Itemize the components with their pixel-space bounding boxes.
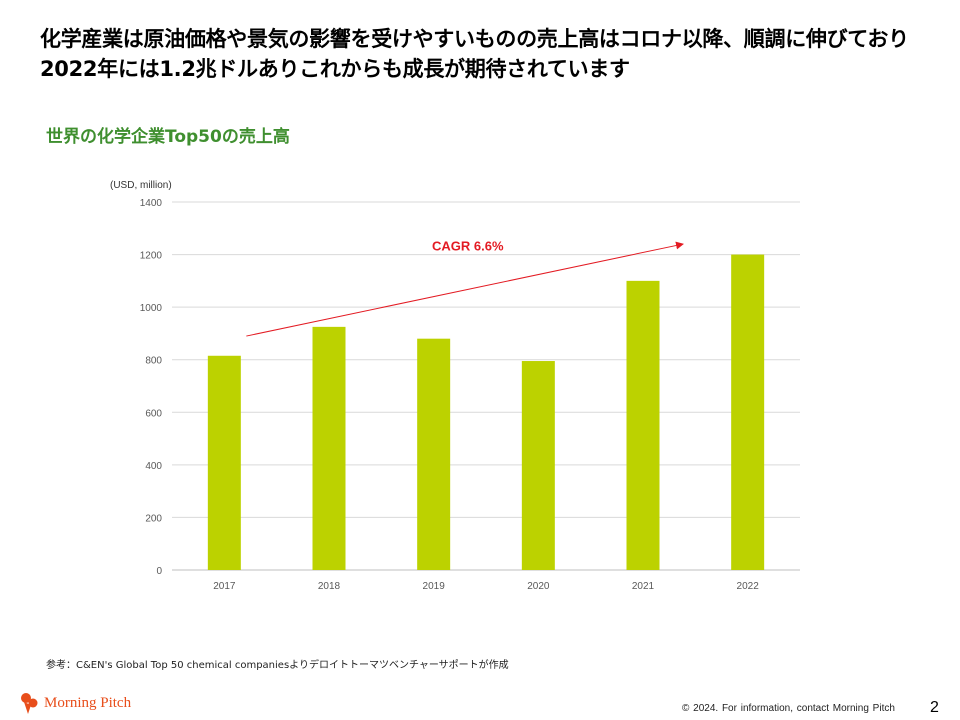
y-tick-label: 200 <box>145 513 162 524</box>
x-tick-label: 2021 <box>632 581 655 592</box>
chart-title: 世界の化学企業Top50の売上高 <box>46 127 290 147</box>
bar-2019 <box>417 338 451 570</box>
y-tick-label: 400 <box>145 461 162 472</box>
cagr-annotation: CAGR 6.6% <box>432 239 504 254</box>
cagr-trend-arrow <box>246 241 684 337</box>
y-unit-label: (USD, million) <box>110 180 172 191</box>
y-tick-label: 800 <box>145 356 162 367</box>
y-tick-label: 0 <box>156 566 162 577</box>
x-tick-label: 2018 <box>318 581 341 592</box>
x-tick-label: 2022 <box>737 581 760 592</box>
page-number: 2 <box>930 699 939 716</box>
copyright-note: © 2024. For information, contact Morning… <box>682 703 895 714</box>
bar-2017 <box>207 355 241 570</box>
y-tick-label: 1200 <box>140 251 163 262</box>
bar-2020 <box>521 361 555 570</box>
logo-text: Morning Pitch <box>44 694 132 711</box>
slide-headline: 化学産業は原油価格や景気の影響を受けやすいものの売上高はコロナ以降、順調に伸びて… <box>40 27 909 81</box>
source-note: 参考：C&EN's Global Top 50 chemical compani… <box>46 660 509 671</box>
bar-chart: (USD, million) 0 200 400 600 800 1000 1200 1400 2… <box>110 180 800 592</box>
bar-2022 <box>731 254 765 571</box>
x-tick-label: 2017 <box>213 581 236 592</box>
x-tick-label: 2019 <box>423 581 446 592</box>
y-tick-label: 1400 <box>140 198 163 209</box>
bar-2021 <box>626 280 660 570</box>
y-tick-label: 1000 <box>140 303 163 314</box>
x-tick-label: 2020 <box>527 581 550 592</box>
logo: Morning Pitch <box>18 688 131 718</box>
morning-pitch-logo-icon <box>21 693 38 714</box>
bar-2018 <box>312 326 346 570</box>
y-tick-label: 600 <box>145 408 162 419</box>
